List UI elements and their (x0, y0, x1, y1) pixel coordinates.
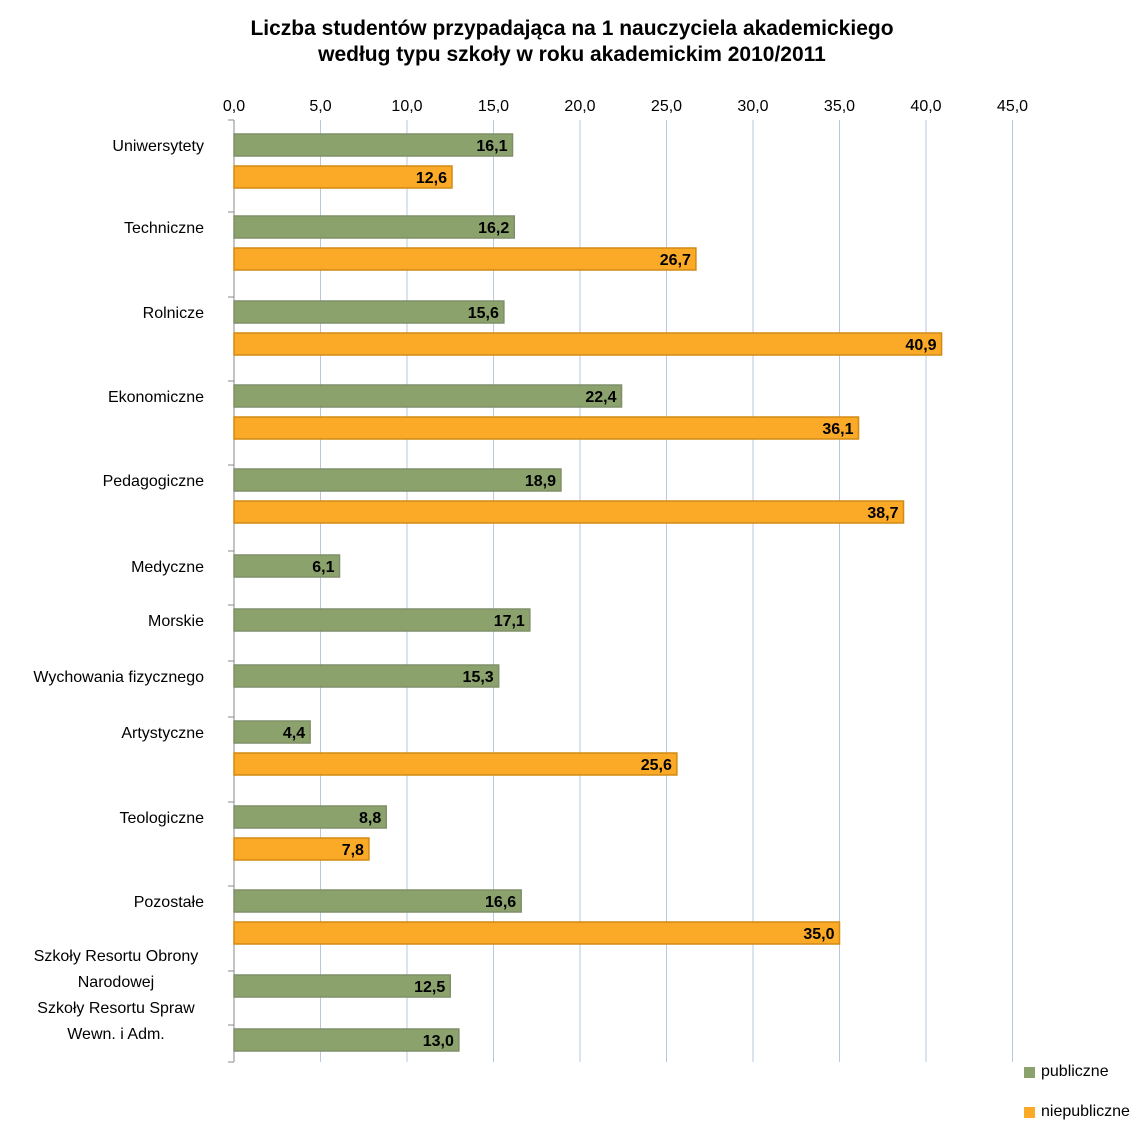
x-tick-label: 5,0 (309, 98, 331, 115)
category-label-line: Wewn. i Adm. (67, 1026, 165, 1043)
data-label: 40,9 (905, 337, 936, 354)
bar-publiczne (233, 889, 522, 913)
data-label: 16,1 (476, 138, 507, 155)
x-tick-label: 20,0 (564, 98, 595, 115)
data-label: 25,6 (641, 757, 672, 774)
bar-publiczne (233, 554, 341, 578)
data-label: 4,4 (283, 725, 305, 742)
data-label: 22,4 (585, 389, 616, 406)
x-tick-label: 30,0 (737, 98, 768, 115)
bar-niepubliczne (233, 500, 905, 524)
data-label: 36,1 (822, 421, 853, 438)
category-label: Pedagogiczne (103, 473, 205, 490)
legend-label-publiczne: publiczne (1041, 1063, 1109, 1080)
data-label: 16,6 (485, 894, 516, 911)
chart-title-line-2: według typu szkoły w roku akademickim 20… (318, 43, 826, 66)
bar-publiczne (233, 608, 531, 632)
data-label: 8,8 (359, 810, 381, 827)
bar-publiczne (233, 468, 562, 492)
x-tick-label: 15,0 (478, 98, 509, 115)
bar-publiczne (233, 974, 451, 998)
legend-label-niepubliczne: niepubliczne (1041, 1103, 1130, 1120)
category-label: Szkoły Resortu Spraw Wewn. i Adm. (37, 1000, 195, 1043)
data-label: 18,9 (525, 473, 556, 490)
data-label: 12,6 (416, 170, 447, 187)
category-label: Wychowania fizycznego (33, 669, 204, 686)
bar-publiczne (233, 720, 311, 744)
data-label: 38,7 (867, 505, 898, 522)
data-label: 17,1 (494, 613, 525, 630)
bar-publiczne (233, 664, 500, 688)
data-label: 15,3 (463, 669, 494, 686)
data-label: 13,0 (423, 1033, 454, 1050)
category-label: Artystyczne (121, 725, 204, 742)
category-label: Szkoły Resortu Obrony Narodowej (34, 948, 199, 991)
chart-title-line-1: Liczba studentów przypadająca na 1 naucz… (250, 17, 894, 40)
x-tick-label: 0,0 (223, 98, 245, 115)
bar-niepubliczne (233, 332, 943, 356)
bar-publiczne (233, 805, 387, 829)
x-tick-label: 40,0 (910, 98, 941, 115)
category-label-line: Szkoły Resortu Obrony (34, 948, 199, 965)
bar-publiczne (233, 1028, 460, 1052)
bar-publiczne (233, 215, 516, 239)
legend-swatch-publiczne (1024, 1066, 1035, 1078)
legend-swatch-niepubliczne (1024, 1106, 1035, 1118)
bar-niepubliczne (233, 921, 841, 945)
data-label: 7,8 (342, 842, 364, 859)
bar-publiczne (233, 133, 514, 157)
legend-item-publiczne: publiczne (1024, 1063, 1109, 1081)
x-tick-label: 25,0 (651, 98, 682, 115)
x-tick-label: 10,0 (391, 98, 422, 115)
data-label: 6,1 (312, 559, 334, 576)
category-label: Morskie (148, 613, 204, 630)
category-label: Uniwersytety (112, 138, 204, 155)
category-label: Techniczne (124, 220, 204, 237)
category-label: Rolnicze (143, 305, 204, 322)
bar-niepubliczne (233, 247, 697, 271)
bar-niepubliczne (233, 752, 678, 776)
category-label: Teologiczne (120, 810, 205, 827)
x-tick-label: 35,0 (824, 98, 855, 115)
bar-niepubliczne (233, 837, 370, 861)
category-label: Ekonomiczne (108, 389, 204, 406)
data-label: 12,5 (414, 979, 445, 996)
data-label: 16,2 (478, 220, 509, 237)
category-label: Pozostałe (134, 894, 204, 911)
category-label-line: Narodowej (78, 974, 154, 991)
category-label: Medyczne (131, 559, 204, 576)
bar-niepubliczne (233, 165, 453, 189)
bar-niepubliczne (233, 416, 860, 440)
x-tick-label: 45,0 (997, 98, 1028, 115)
data-label: 15,6 (468, 305, 499, 322)
bar-publiczne (233, 384, 623, 408)
legend-item-niepubliczne: niepubliczne (1024, 1103, 1130, 1121)
data-label: 26,7 (660, 252, 691, 269)
category-label-line: Szkoły Resortu Spraw (37, 1000, 195, 1017)
data-label: 35,0 (803, 926, 834, 943)
bar-publiczne (233, 300, 505, 324)
